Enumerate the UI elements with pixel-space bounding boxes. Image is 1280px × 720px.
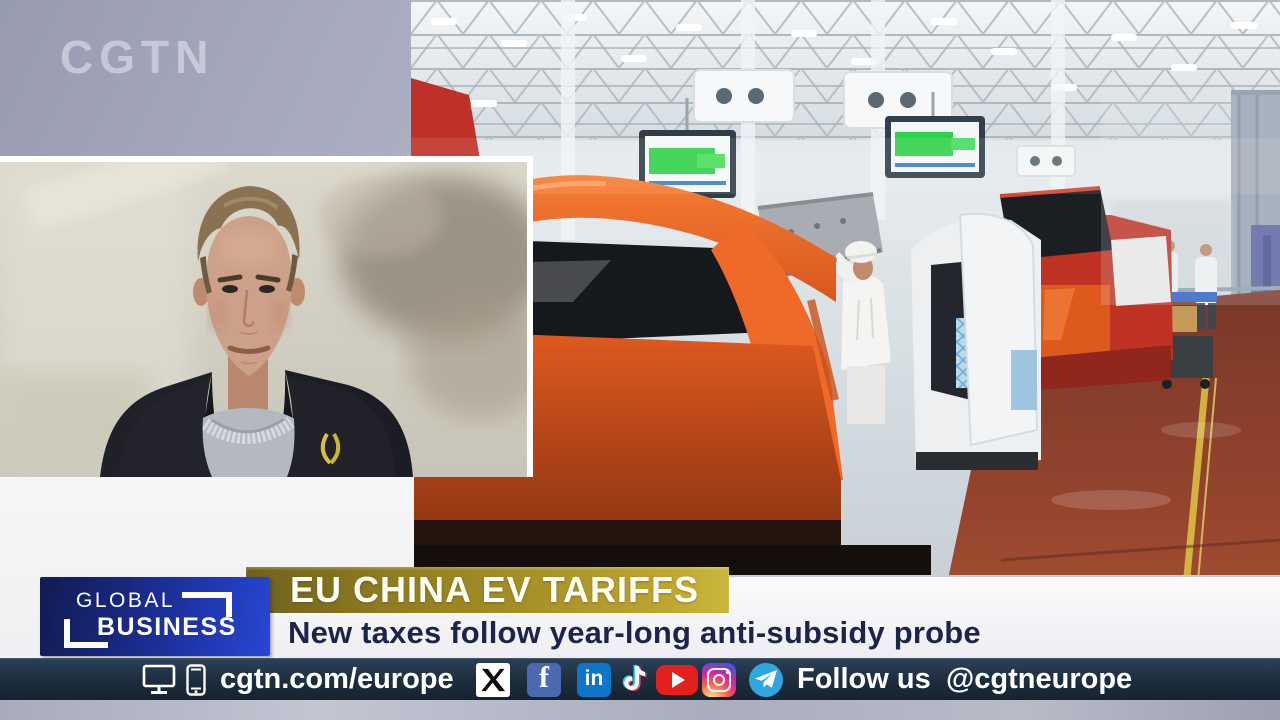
youtube-icon: [656, 665, 698, 695]
factory-footage: [411, 0, 1280, 660]
guest-video-inset: [0, 156, 533, 477]
overhead-monitor-2: [885, 92, 985, 178]
logo-bracket-top-right: [182, 592, 232, 617]
white-car-body: [911, 212, 1041, 470]
website-url: cgtn.com/europe: [220, 663, 454, 695]
assembly-worker: [827, 241, 891, 424]
social-ticker-bar: cgtn.com/europe f in Follow us @c: [0, 658, 1280, 700]
overhead-monitor-1: [639, 98, 736, 198]
linkedin-icon: in: [577, 663, 611, 697]
factory-scene-illustration: [411, 0, 1280, 660]
guest-illustration: [0, 162, 527, 477]
logo-bracket-bottom-left: [64, 619, 108, 648]
channel-watermark: CGTN: [60, 31, 215, 83]
ribbon-pin: [320, 432, 341, 465]
instagram-icon: [702, 663, 736, 697]
tiktok-icon: [622, 664, 647, 692]
logo-word-global: GLOBAL: [76, 589, 176, 612]
headline-banner: EU CHINA EV TARIFFS: [246, 567, 729, 613]
logo-word-business: BUSINESS: [97, 613, 237, 641]
subtitle-text: New taxes follow year-long anti-subsidy …: [288, 615, 981, 650]
bottom-letterbox-strip: [0, 700, 1280, 720]
x-icon: [476, 663, 510, 697]
telegram-icon: [749, 663, 783, 697]
global-business-logo: GLOBAL BUSINESS: [40, 577, 270, 656]
facebook-icon: f: [527, 661, 561, 697]
guest-figure: [100, 186, 413, 477]
social-handle: @cgtneurope: [946, 663, 1133, 695]
monitor-icon: [142, 664, 176, 694]
smartphone-icon: [186, 664, 206, 696]
follow-us-text: Follow us: [797, 663, 931, 695]
headline-text: EU CHINA EV TARIFFS: [290, 569, 700, 610]
